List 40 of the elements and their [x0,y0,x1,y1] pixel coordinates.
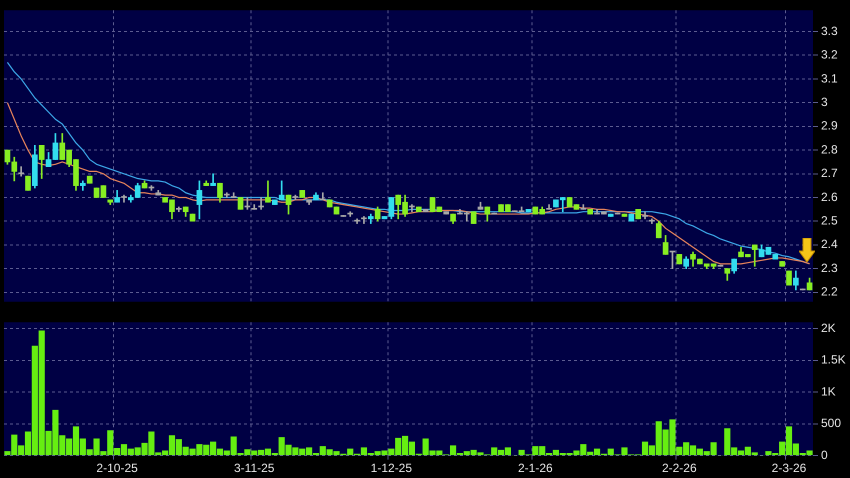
candlestick [299,190,306,198]
candlestick [25,176,31,191]
candlestick [676,254,682,264]
candlestick [470,211,476,224]
candlestick [416,206,422,212]
candlestick [779,261,785,267]
x-tick-label: 2-1-26 [518,461,554,476]
y-tick-label: 2.3 [821,260,838,275]
x-tick-label: 2-10-25 [96,461,138,476]
x-tick-label: 1-12-25 [370,461,412,476]
y-tick-label: 3.2 [821,48,838,62]
y-tick-label: 3.3 [821,24,838,38]
y-tick-label: 3.1 [821,71,838,86]
candlestick [526,209,532,212]
candlestick [587,209,594,214]
candlestick [443,211,450,214]
y-tick-label: 1.5K [821,352,846,367]
y-tick-label: 2.7 [821,166,838,180]
y-tick-label: 2.5 [821,214,838,228]
y-tick-label: 3 [821,94,828,109]
candlestick [422,209,428,212]
candlestick [190,214,196,222]
candlestick [238,197,244,210]
candlestick [608,214,614,217]
x-tick-label: 2-3-26 [772,461,807,476]
y-tick-label: 2K [821,320,836,335]
y-tick-label: 500 [821,416,842,430]
y-tick-label: 0 [821,448,828,462]
x-tick-label: 3-11-25 [234,461,275,476]
y-tick-label: 2.9 [821,118,838,133]
x-tick-label: 2-2-26 [662,461,697,476]
y-tick-label: 1K [821,384,836,398]
y-tick-label: 2.8 [821,142,838,156]
candlestick [635,209,642,220]
candlestick [670,250,676,269]
y-tick-label: 2.6 [821,190,838,204]
y-tick-label: 2.4 [821,237,838,252]
candlestick [786,270,792,286]
candlestick [622,214,628,217]
y-tick-label: 2.2 [821,284,838,299]
